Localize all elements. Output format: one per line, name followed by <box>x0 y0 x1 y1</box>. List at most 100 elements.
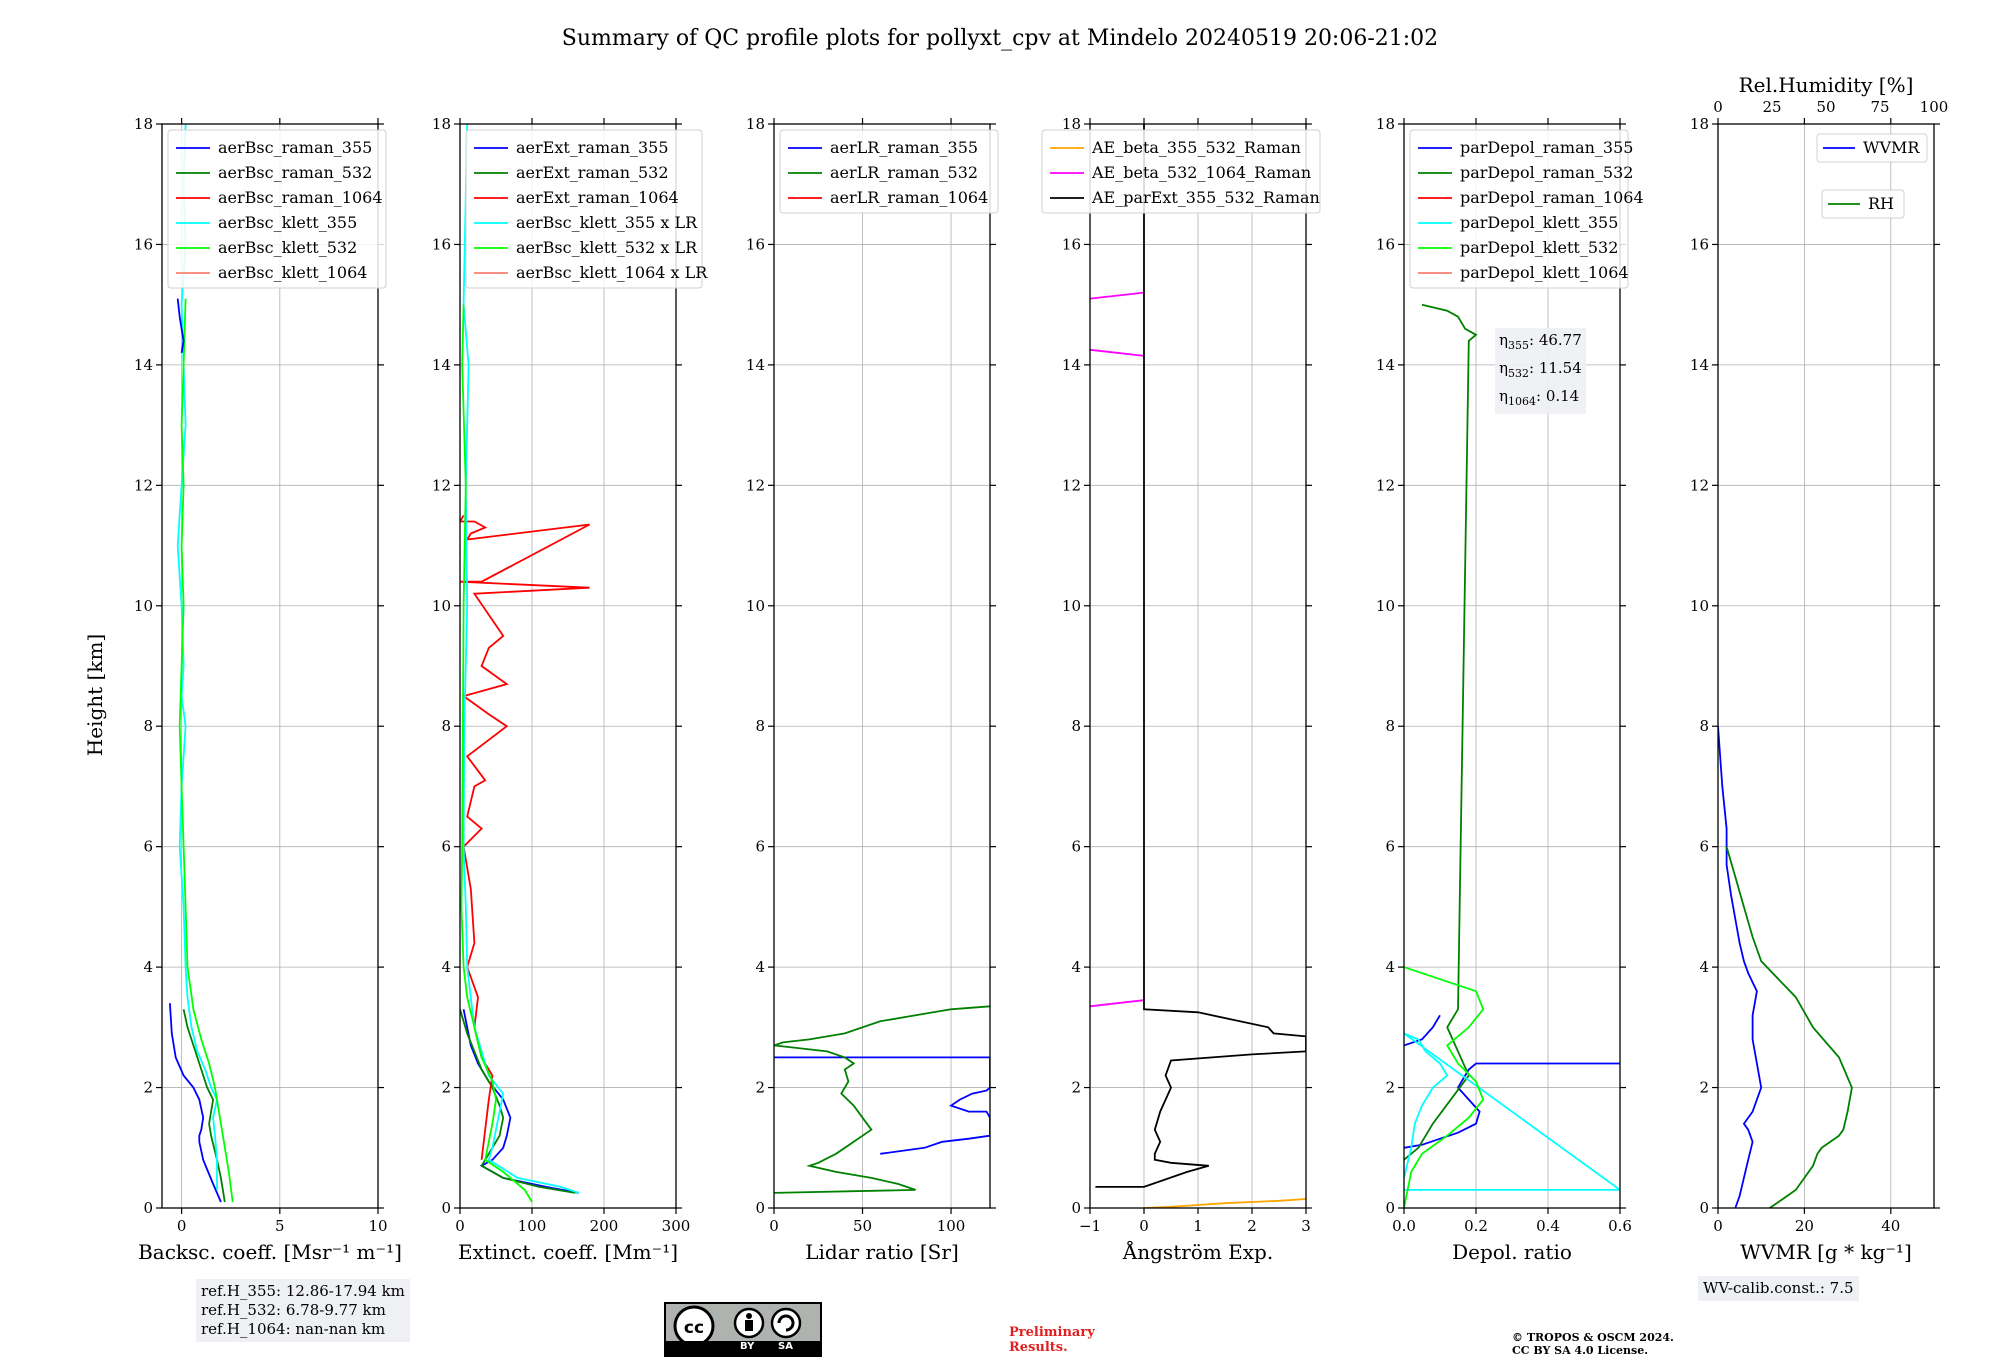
eta-355: η355: 46.77 <box>1499 329 1582 357</box>
sa-share-icon <box>770 1307 802 1339</box>
y-tick-label: 8 <box>1071 717 1081 735</box>
axes-frame <box>459 123 677 1209</box>
legend-label: parDepol_raman_532 <box>1460 163 1633 182</box>
y-tick-label: 10 <box>1062 597 1081 615</box>
legend-box <box>1409 129 1629 289</box>
ref-line-355: ref.H_355: 12.86-17.94 km <box>201 1282 405 1300</box>
top-axis-label: Rel.Humidity [%] <box>1739 73 1914 97</box>
person-body <box>745 1320 753 1331</box>
y-tick-label: 2 <box>1071 1079 1081 1097</box>
copyright-line-2: CC BY SA 4.0 License. <box>1512 1344 1649 1357</box>
y-tick-label: 12 <box>746 476 765 494</box>
panel-2: 0 2 4 6 8 10 12 14 16 18 0 100 200 300 Extinct. coeff.… <box>432 115 708 1264</box>
legend-box <box>1041 129 1321 214</box>
y-tick-label: 0 <box>441 1199 451 1217</box>
y-tick-label: 16 <box>1376 235 1395 253</box>
series-line <box>1404 1062 1620 1149</box>
series-line <box>460 1009 576 1194</box>
legend-label: aerExt_raman_355 <box>516 138 669 157</box>
cc-symbol: cc <box>684 1318 704 1338</box>
series-line <box>1404 303 1478 1161</box>
series-line <box>460 304 533 1203</box>
series-line <box>1143 1198 1306 1208</box>
legend-box <box>1816 133 1928 163</box>
y-tick-label: 18 <box>1376 115 1395 133</box>
top-tick-label: 100 <box>1920 98 1949 116</box>
y-tick-label: 18 <box>1690 115 1709 133</box>
y-tick-label: 6 <box>1699 838 1709 856</box>
y-tick-label: 8 <box>441 717 451 735</box>
legend-box <box>1821 189 1905 219</box>
legend-label: aerExt_raman_532 <box>516 163 669 182</box>
legend-box <box>779 129 999 214</box>
series-line <box>1090 999 1145 1008</box>
y-tick-label: 6 <box>1385 838 1395 856</box>
legend-label: aerBsc_klett_1064 <box>218 263 367 282</box>
y-tick-label: 18 <box>1062 115 1081 133</box>
ref-line-532: ref.H_532: 6.78-9.77 km <box>201 1301 386 1319</box>
reference-height-box: ref.H_355: 12.86-17.94 km ref.H_532: 6.7… <box>196 1279 410 1342</box>
y-tick-label: 10 <box>1690 597 1709 615</box>
x-tick-label: 40 <box>1881 1217 1900 1235</box>
legend-label: aerBsc_raman_532 <box>218 163 372 182</box>
axes-frame <box>1717 123 1935 1209</box>
preliminary-note: Preliminary Results. <box>1009 1325 1095 1355</box>
axes-frame <box>1403 123 1621 1209</box>
eta-box: η355: 46.77 η532: 11.54 η1064: 0.14 <box>1495 328 1586 414</box>
y-tick-label: 10 <box>432 597 451 615</box>
x-tick-label: 100 <box>937 1217 966 1235</box>
legend-label: parDepol_klett_532 <box>1460 238 1618 257</box>
series-line <box>1095 124 1306 1188</box>
legend-label: aerLR_raman_532 <box>830 163 978 182</box>
y-tick-label: 8 <box>1699 717 1709 735</box>
y-tick-label: 2 <box>441 1079 451 1097</box>
series-line <box>176 298 185 353</box>
x-tick-label: 0.0 <box>1392 1217 1416 1235</box>
y-tick-label: 12 <box>432 476 451 494</box>
legend: aerLR_raman_355 aerLR_raman_532 aerLR_rama… <box>779 129 999 214</box>
series-line <box>1404 1014 1441 1047</box>
y-tick-label: 2 <box>1699 1079 1709 1097</box>
x-tick-label: 0 <box>1713 1217 1723 1235</box>
x-axis-label: Ångström Exp. <box>1122 1239 1273 1264</box>
x-tick-label: 0.6 <box>1608 1217 1632 1235</box>
preliminary-line-2: Results. <box>1009 1340 1068 1355</box>
y-tick-label: 8 <box>143 717 153 735</box>
x-axis-label: Extinct. coeff. [Mm⁻¹] <box>458 1240 678 1264</box>
y-tick-label: 10 <box>134 597 153 615</box>
eta-sub: 532 <box>1508 367 1529 380</box>
y-tick-label: 16 <box>746 235 765 253</box>
legend-label: aerBsc_klett_532 <box>218 238 357 257</box>
x-tick-label: 2 <box>1247 1217 1257 1235</box>
legend-label: aerLR_raman_355 <box>830 138 978 157</box>
legend-label: RH <box>1868 194 1894 213</box>
eta-1064: η1064: 0.14 <box>1499 385 1582 413</box>
y-tick-label: 14 <box>746 356 765 374</box>
x-tick-label: 0 <box>769 1217 779 1235</box>
eta-value: : 0.14 <box>1536 387 1580 405</box>
panel-5: 0 2 4 6 8 10 12 14 16 18 0.0 0.2 0.4 0.6 Depol. ratio p… <box>1376 115 1644 1264</box>
y-tick-label: 0 <box>1385 1199 1395 1217</box>
series-line <box>1404 1032 1620 1191</box>
x-tick-label: 0.2 <box>1464 1217 1488 1235</box>
y-axis-label: Height [km] <box>83 634 107 756</box>
y-tick-label: 8 <box>755 717 765 735</box>
x-tick-label: 0 <box>177 1217 187 1235</box>
y-tick-label: 6 <box>755 838 765 856</box>
legend-label: aerExt_raman_1064 <box>516 188 679 207</box>
legend-label: aerBsc_klett_532 x LR <box>516 238 698 257</box>
series-line <box>774 1005 990 1194</box>
x-tick-label: 5 <box>275 1217 285 1235</box>
x-tick-label: 0 <box>1139 1217 1149 1235</box>
series-line <box>1090 348 1145 357</box>
eta-value: : 46.77 <box>1529 331 1582 349</box>
legend: aerExt_raman_355 aerExt_raman_532 aerExt_r… <box>465 129 708 289</box>
y-tick-label: 10 <box>746 597 765 615</box>
legend-label: parDepol_klett_355 <box>1460 213 1618 232</box>
y-tick-label: 14 <box>1062 356 1081 374</box>
y-tick-label: 16 <box>1062 235 1081 253</box>
x-tick-label: 10 <box>368 1217 387 1235</box>
eta-532: η532: 11.54 <box>1499 357 1582 385</box>
ref-line-1064: ref.H_1064: nan-nan km <box>201 1320 386 1338</box>
